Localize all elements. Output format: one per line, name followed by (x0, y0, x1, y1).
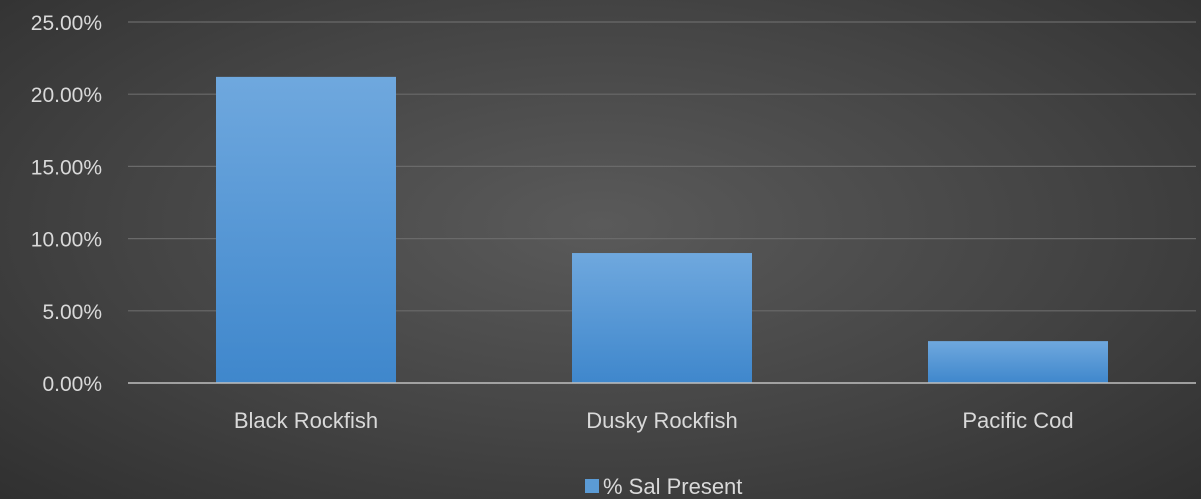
x-category-label: Dusky Rockfish (586, 408, 738, 433)
bar-black-rockfish (216, 76, 396, 383)
bar-dusky-rockfish (572, 253, 752, 383)
legend-swatch (585, 479, 599, 493)
y-tick-label: 20.00% (31, 84, 102, 107)
bar-pacific-cod (928, 341, 1108, 383)
x-axis-category-labels: Black Rockfish Dusky Rockfish Pacific Cod (234, 408, 1074, 433)
legend: % Sal Present (585, 474, 742, 499)
y-tick-label: 15.00% (31, 156, 102, 179)
y-tick-label: 5.00% (42, 301, 102, 324)
y-tick-label: 0.00% (42, 373, 102, 396)
x-category-label: Black Rockfish (234, 408, 378, 433)
bars (216, 76, 1108, 383)
x-category-label: Pacific Cod (962, 408, 1073, 433)
legend-label: % Sal Present (603, 474, 742, 499)
y-tick-label: 10.00% (31, 229, 102, 252)
y-axis-tick-labels: 0.00% 5.00% 10.00% 15.00% 20.00% 25.00% (31, 12, 102, 396)
y-tick-label: 25.00% (31, 12, 102, 35)
